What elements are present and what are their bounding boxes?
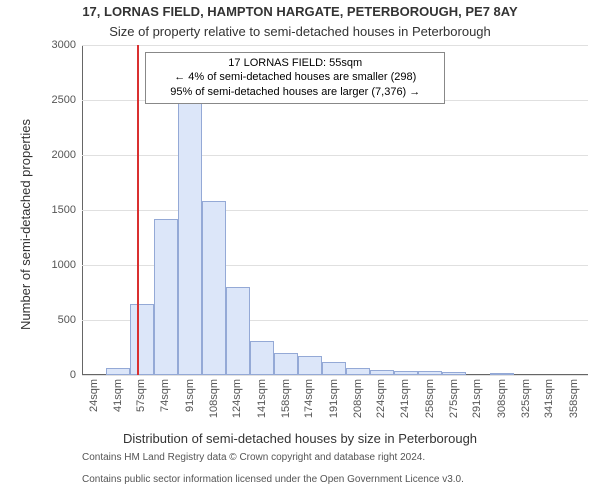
x-tick-label: 141sqm bbox=[256, 379, 268, 418]
histogram-bar bbox=[226, 287, 250, 375]
x-tick-label: 174sqm bbox=[303, 379, 315, 418]
x-tick-label: 241sqm bbox=[399, 379, 411, 418]
x-tick-label: 308sqm bbox=[496, 379, 508, 418]
y-tick-label: 2000 bbox=[52, 149, 76, 161]
annotation-line: 17 LORNAS FIELD: 55sqm bbox=[152, 56, 438, 71]
x-tick-label: 275sqm bbox=[448, 379, 460, 418]
x-tick-label: 24sqm bbox=[88, 379, 100, 412]
histogram-bar bbox=[274, 353, 298, 375]
footer-line2: Contains public sector information licen… bbox=[82, 474, 464, 485]
chart-title-line1: 17, LORNAS FIELD, HAMPTON HARGATE, PETER… bbox=[0, 4, 600, 19]
grid-line bbox=[82, 155, 588, 156]
y-axis-label: Number of semi-detached properties bbox=[18, 119, 33, 330]
histogram-bar bbox=[394, 371, 418, 375]
histogram-bar bbox=[298, 356, 322, 375]
marker-line bbox=[137, 45, 139, 375]
x-tick-label: 108sqm bbox=[208, 379, 220, 418]
x-tick-label: 341sqm bbox=[543, 379, 555, 418]
x-tick-label: 358sqm bbox=[568, 379, 580, 418]
histogram-bar bbox=[202, 201, 226, 375]
y-tick-label: 3000 bbox=[52, 39, 76, 51]
footer-text: Contains HM Land Registry data © Crown c… bbox=[82, 441, 464, 496]
histogram-bar bbox=[250, 341, 274, 375]
grid-line bbox=[82, 45, 588, 46]
x-tick-label: 208sqm bbox=[352, 379, 364, 418]
x-tick-label: 325sqm bbox=[520, 379, 532, 418]
x-tick-label: 191sqm bbox=[328, 379, 340, 418]
y-tick-label: 500 bbox=[58, 314, 76, 326]
annotation-line: 95% of semi-detached houses are larger (… bbox=[152, 85, 438, 100]
x-tick-label: 158sqm bbox=[280, 379, 292, 418]
histogram-bar bbox=[346, 368, 370, 375]
histogram-bar bbox=[130, 304, 154, 376]
x-tick-label: 224sqm bbox=[375, 379, 387, 418]
annotation-box: 17 LORNAS FIELD: 55sqm← 4% of semi-detac… bbox=[145, 52, 445, 105]
histogram-bar bbox=[490, 373, 514, 375]
y-tick-label: 1500 bbox=[52, 204, 76, 216]
y-tick-label: 0 bbox=[70, 369, 76, 381]
histogram-bar bbox=[178, 100, 202, 375]
annotation-line: ← 4% of semi-detached houses are smaller… bbox=[152, 70, 438, 85]
x-tick-label: 91sqm bbox=[184, 379, 196, 412]
x-tick-label: 74sqm bbox=[159, 379, 171, 412]
x-tick-label: 57sqm bbox=[135, 379, 147, 412]
plot-area: 05001000150020002500300024sqm41sqm57sqm7… bbox=[82, 45, 588, 375]
histogram-bar bbox=[154, 219, 178, 375]
x-tick-label: 124sqm bbox=[231, 379, 243, 418]
grid-line bbox=[82, 375, 588, 376]
chart-title-line2: Size of property relative to semi-detach… bbox=[0, 24, 600, 39]
histogram-bar bbox=[418, 371, 442, 375]
histogram-bar bbox=[442, 372, 466, 375]
histogram-bar bbox=[322, 362, 346, 375]
x-tick-label: 41sqm bbox=[112, 379, 124, 412]
y-tick-label: 1000 bbox=[52, 259, 76, 271]
grid-line bbox=[82, 210, 588, 211]
chart-container: 17, LORNAS FIELD, HAMPTON HARGATE, PETER… bbox=[0, 0, 600, 500]
x-tick-label: 291sqm bbox=[471, 379, 483, 418]
footer-line1: Contains HM Land Registry data © Crown c… bbox=[82, 452, 464, 463]
histogram-bar bbox=[370, 370, 394, 376]
histogram-bar bbox=[106, 368, 130, 375]
x-tick-label: 258sqm bbox=[424, 379, 436, 418]
y-tick-label: 2500 bbox=[52, 94, 76, 106]
